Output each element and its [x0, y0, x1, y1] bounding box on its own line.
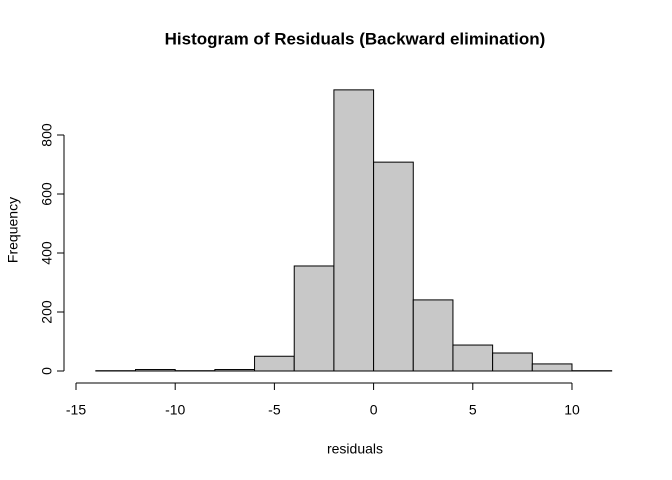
y-axis-label: Frequency: [5, 197, 21, 263]
bar: [214, 369, 256, 372]
x-tick-label: 5: [469, 402, 477, 418]
x-axis-label: residuals: [327, 441, 383, 457]
y-tick-label: 0: [39, 367, 55, 375]
chart-title: Histogram of Residuals (Backward elimina…: [165, 29, 546, 48]
x-tick-label: -10: [165, 402, 185, 418]
bar: [373, 161, 414, 372]
x-tick-label: -15: [66, 402, 86, 418]
x-tick-label: 0: [370, 402, 378, 418]
bar: [412, 299, 454, 372]
y-tick-label: 800: [39, 123, 55, 147]
y-tick-label: 400: [39, 241, 55, 265]
bar: [531, 363, 573, 372]
y-tick-label: 200: [39, 300, 55, 324]
bar: [135, 369, 176, 372]
x-tick-label: -5: [268, 402, 281, 418]
bar: [492, 352, 533, 372]
bar: [254, 355, 295, 372]
bar: [452, 344, 494, 372]
bar: [333, 89, 375, 372]
x-tick-label: 10: [564, 402, 580, 418]
bar: [293, 265, 335, 372]
y-tick-label: 600: [39, 182, 55, 206]
